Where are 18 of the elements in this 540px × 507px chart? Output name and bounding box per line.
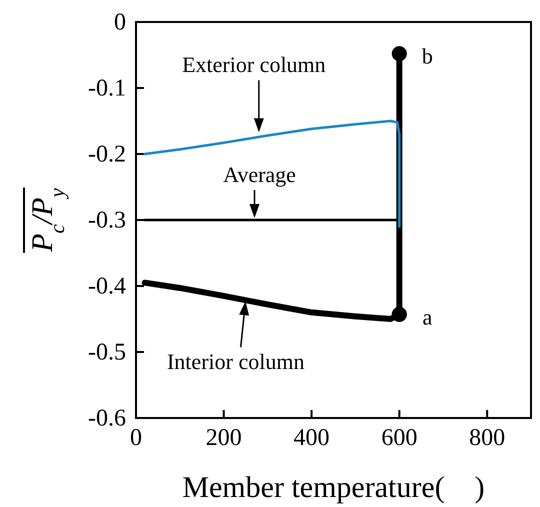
annotation: b [422, 44, 433, 69]
annotation: Average [223, 162, 296, 187]
x-axis-title: Member temperature( ) [182, 471, 485, 504]
x-tick-label: 200 [206, 425, 242, 452]
annotation: Exterior column [182, 52, 326, 78]
y-tick-label: -0.4 [88, 274, 126, 300]
x-tick-label: 0 [130, 425, 142, 452]
y-tick-label: -0.3 [88, 208, 126, 234]
y-tick-label: 0 [114, 10, 126, 36]
y-tick-label: -0.6 [88, 406, 126, 432]
y-tick-label: -0.1 [88, 76, 126, 102]
annotation: Interior column [166, 349, 304, 374]
x-tick-label: 600 [381, 425, 418, 452]
y-tick-label: -0.5 [88, 340, 126, 366]
y-tick-label: -0.2 [88, 142, 126, 168]
annotation: a [422, 304, 432, 330]
x-tick-label: 800 [469, 425, 506, 452]
x-tick-label: 400 [294, 425, 330, 452]
